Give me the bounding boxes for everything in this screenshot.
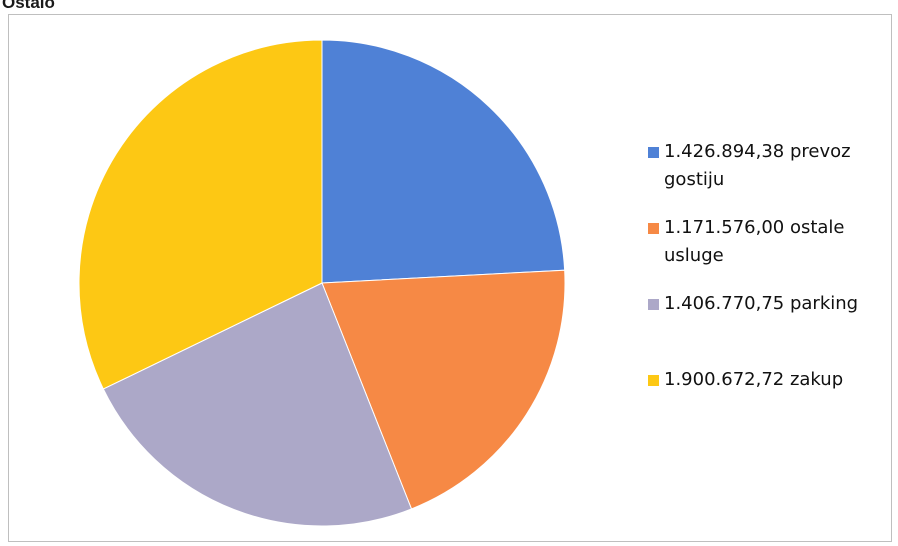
- legend-item-zakup: 1.900.672,72 zakup: [648, 366, 888, 394]
- pie-slice-ostale-usluge: [321, 269, 566, 510]
- legend-swatch: [648, 299, 659, 310]
- legend-item-parking: 1.406.770,75 parking: [648, 290, 888, 318]
- legend-swatch: [648, 375, 659, 386]
- legend-label: 1.171.576,00 ostale usluge: [664, 217, 845, 266]
- pie-slice-parking: [102, 282, 413, 527]
- legend-item-ostale-usluge: 1.171.576,00 ostale usluge: [648, 214, 888, 270]
- legend-label: 1.426.894,38 prevoz gostiju: [664, 141, 851, 190]
- chart-title: Ostalo: [2, 0, 55, 12]
- legend-item-prevoz-gostiju: 1.426.894,38 prevoz gostiju: [648, 138, 888, 194]
- legend-label: 1.900.672,72 zakup: [664, 369, 844, 390]
- pie-slice-zakup: [78, 39, 323, 390]
- legend-swatch: [648, 147, 659, 158]
- legend-swatch: [648, 223, 659, 234]
- pie-slice-prevoz-gostiju: [321, 39, 566, 284]
- legend-label: 1.406.770,75 parking: [664, 293, 859, 314]
